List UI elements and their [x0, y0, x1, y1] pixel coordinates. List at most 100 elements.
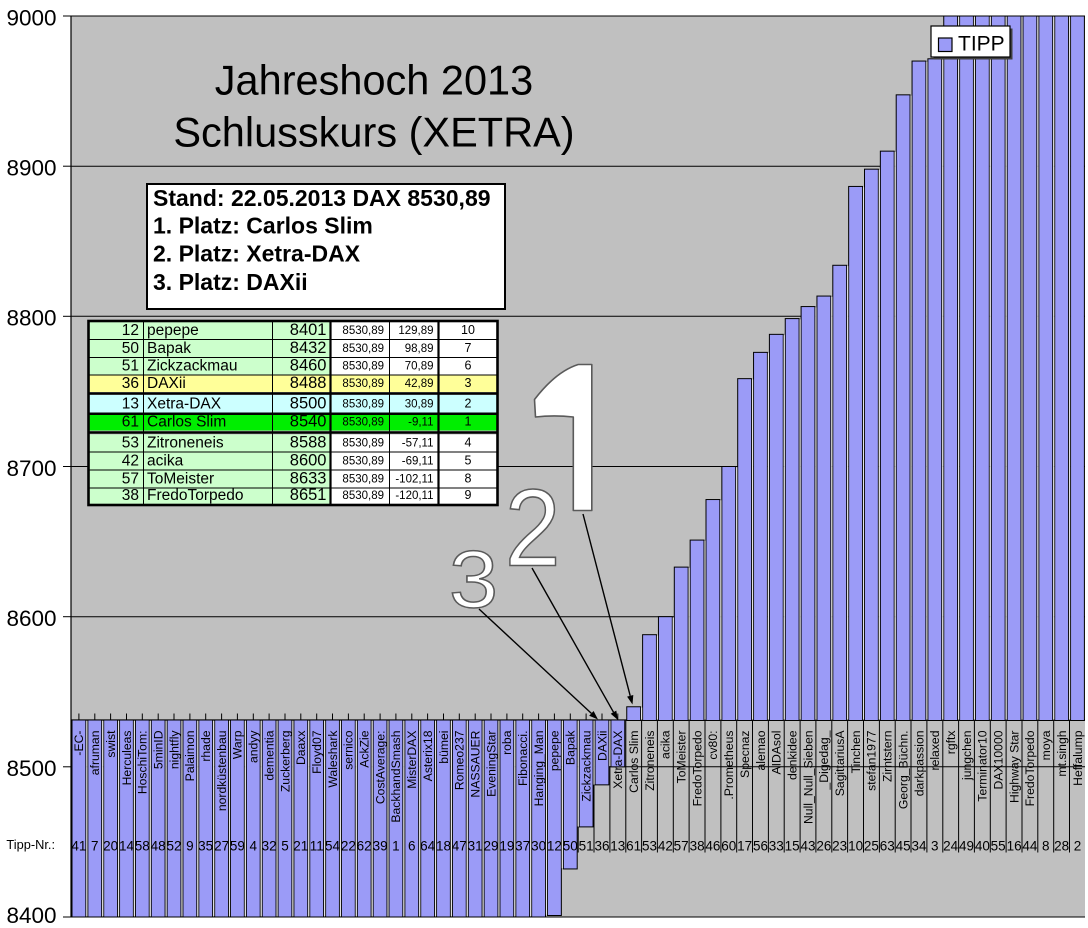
- svg-text:Georg_Büchn.: Georg_Büchn.: [896, 731, 910, 810]
- svg-text:7: 7: [465, 341, 472, 355]
- svg-text:5: 5: [465, 454, 472, 468]
- svg-text:57: 57: [122, 471, 139, 488]
- svg-text:8530,89: 8530,89: [342, 343, 384, 355]
- svg-text:Null_Null_Sieben: Null_Null_Sieben: [801, 731, 815, 825]
- svg-text:2. Platz: Xetra-DAX: 2. Platz: Xetra-DAX: [153, 241, 361, 267]
- svg-text:8530,89: 8530,89: [342, 361, 384, 373]
- svg-text:27: 27: [214, 839, 229, 854]
- svg-text:19: 19: [499, 839, 514, 854]
- svg-text:8700: 8700: [6, 456, 56, 481]
- svg-text:18: 18: [436, 839, 451, 854]
- svg-text:FredoTorpedo: FredoTorpedo: [1023, 730, 1037, 806]
- svg-text:43: 43: [800, 839, 815, 854]
- svg-text:9: 9: [465, 488, 472, 502]
- svg-text:57: 57: [674, 839, 689, 854]
- svg-text:9: 9: [186, 839, 194, 854]
- svg-text:4: 4: [465, 436, 472, 450]
- svg-text:alemao: alemao: [754, 730, 768, 770]
- svg-text:30: 30: [531, 839, 546, 854]
- svg-text:1: 1: [392, 839, 400, 854]
- svg-text:23: 23: [832, 839, 847, 854]
- svg-text:Zickzackmau: Zickzackmau: [579, 731, 593, 802]
- svg-text:Waleshark: Waleshark: [326, 730, 340, 788]
- svg-text:59: 59: [230, 839, 245, 854]
- svg-text:Bapak: Bapak: [564, 730, 578, 765]
- svg-text:DAXii: DAXii: [147, 375, 186, 392]
- svg-text:EveningStar: EveningStar: [484, 731, 498, 797]
- svg-text:98,89: 98,89: [405, 343, 434, 355]
- svg-text:-69,11: -69,11: [402, 456, 434, 468]
- svg-text:17: 17: [737, 839, 752, 854]
- svg-text:6: 6: [465, 359, 472, 373]
- svg-text:14: 14: [119, 839, 135, 854]
- svg-text:stefan1977: stefan1977: [865, 730, 879, 791]
- svg-text:afruman: afruman: [88, 731, 102, 776]
- svg-text:Zirntstern: Zirntstern: [881, 731, 895, 782]
- svg-text:8600: 8600: [6, 606, 56, 631]
- svg-text:58: 58: [135, 839, 150, 854]
- svg-text:Zuckerberg: Zuckerberg: [278, 731, 292, 793]
- svg-text:-9,11: -9,11: [408, 417, 433, 429]
- svg-text:rhade: rhade: [199, 730, 213, 761]
- svg-text:8400: 8400: [6, 903, 56, 928]
- svg-text:8: 8: [1042, 839, 1050, 854]
- svg-text:CostAverage:: CostAverage:: [373, 731, 387, 805]
- svg-text:7: 7: [91, 839, 99, 854]
- svg-text:Fibonacci.: Fibonacci.: [516, 731, 530, 787]
- svg-text:pepepe: pepepe: [147, 322, 199, 339]
- svg-text:pepepe: pepepe: [548, 730, 562, 771]
- svg-text:8: 8: [465, 472, 472, 486]
- svg-text:Romeo237: Romeo237: [453, 730, 467, 790]
- svg-text:56: 56: [753, 839, 768, 854]
- svg-text:20: 20: [103, 839, 118, 854]
- svg-text:40: 40: [975, 839, 990, 854]
- svg-text:24: 24: [943, 839, 959, 854]
- svg-text:Specnaz: Specnaz: [738, 731, 752, 778]
- svg-text:38: 38: [122, 487, 139, 504]
- svg-text:Herculeas: Herculeas: [120, 731, 134, 786]
- svg-text:47: 47: [452, 839, 467, 854]
- svg-text:13: 13: [122, 396, 139, 413]
- svg-text:mt.singh: mt.singh: [1055, 731, 1069, 777]
- svg-text:nightfly: nightfly: [167, 730, 181, 770]
- svg-text:andyy: andyy: [247, 730, 261, 763]
- svg-text:42: 42: [122, 453, 139, 470]
- svg-text:8900: 8900: [6, 156, 56, 181]
- svg-text:8651: 8651: [290, 486, 327, 504]
- svg-text:sernico: sernico: [342, 730, 356, 770]
- svg-text:Palaimon: Palaimon: [183, 731, 197, 782]
- svg-text:2: 2: [1074, 839, 1082, 854]
- svg-text:Highway Star: Highway Star: [1007, 731, 1021, 803]
- svg-text:53: 53: [642, 839, 657, 854]
- svg-text:swist: swist: [104, 730, 118, 758]
- svg-text:Carlos Slim: Carlos Slim: [627, 731, 641, 793]
- svg-text:Asterix18: Asterix18: [421, 730, 435, 781]
- svg-text:36: 36: [594, 839, 609, 854]
- svg-text:8530,89: 8530,89: [342, 490, 384, 502]
- svg-text:63: 63: [880, 839, 895, 854]
- svg-text:45: 45: [896, 839, 911, 854]
- svg-text:-102,11: -102,11: [395, 474, 433, 486]
- svg-text:BackhandSmash: BackhandSmash: [389, 731, 403, 823]
- svg-text:3: 3: [449, 533, 498, 624]
- svg-text:-57,11: -57,11: [402, 438, 434, 450]
- svg-text:12: 12: [547, 839, 562, 854]
- svg-text:51: 51: [579, 839, 594, 854]
- svg-text:Jahreshoch 2013: Jahreshoch 2013: [215, 57, 533, 104]
- svg-text:52: 52: [166, 839, 181, 854]
- svg-text:31: 31: [468, 839, 483, 854]
- svg-text:46: 46: [705, 839, 720, 854]
- svg-text:1. Platz: Carlos Slim: 1. Platz: Carlos Slim: [153, 213, 373, 239]
- svg-text:15: 15: [785, 839, 800, 854]
- svg-text:Bapak: Bapak: [147, 340, 191, 357]
- svg-text:Daaxx: Daaxx: [294, 731, 308, 766]
- svg-text:2: 2: [505, 467, 561, 589]
- svg-text:30,89: 30,89: [405, 399, 434, 411]
- svg-text:11: 11: [310, 839, 324, 854]
- svg-text:8530,89: 8530,89: [342, 474, 384, 486]
- svg-text:NASSAUER: NASSAUER: [469, 730, 483, 797]
- svg-text:nordküstenbau: nordküstenbau: [215, 731, 229, 812]
- svg-text:22: 22: [341, 839, 356, 854]
- svg-text:FredoTorpedo: FredoTorpedo: [147, 487, 244, 504]
- svg-text:70,89: 70,89: [405, 361, 434, 373]
